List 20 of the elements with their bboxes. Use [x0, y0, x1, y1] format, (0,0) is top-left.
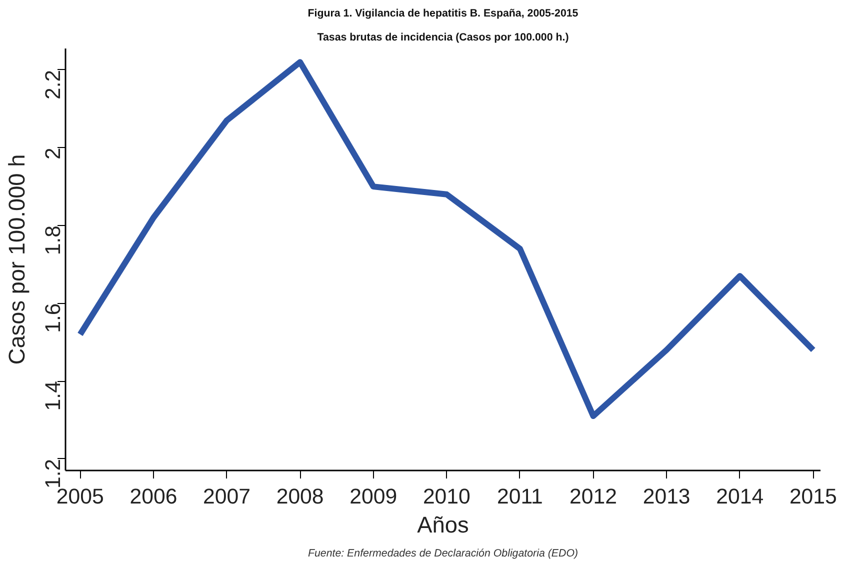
y-tick-label: 1.4 [41, 380, 65, 411]
y-axis-title: Casos por 100.000 h [4, 154, 30, 365]
y-tick-label: 2.2 [41, 70, 65, 100]
x-axis-title: Años [417, 512, 469, 538]
x-tick-label: 2009 [350, 484, 398, 508]
x-tick-label: 2010 [422, 484, 471, 508]
chart-title: Figura 1. Vigilancia de hepatitis B. España, 2005-2015 [308, 8, 578, 20]
chart-subtitle: Tasas brutas de incidencia (Casos por 100.000 h.) [317, 32, 570, 44]
x-tick-label: 2008 [276, 484, 324, 508]
x-tick-label: 2011 [497, 484, 543, 508]
source-note: Fuente: Enfermedades de Declaración Obligatoria (EDO) [308, 548, 578, 560]
x-tick-label: 2015 [789, 484, 837, 508]
x-tick-label: 2013 [642, 484, 690, 508]
x-tick-label: 2012 [570, 484, 617, 508]
y-tick-label: 2 [41, 148, 65, 160]
x-tick-label: 2014 [716, 484, 764, 508]
y-tick-label: 1.8 [41, 225, 65, 256]
x-tick-label: 2007 [203, 484, 250, 508]
y-tick-label: 1.6 [41, 303, 65, 333]
x-tick-label: 2006 [130, 484, 178, 508]
